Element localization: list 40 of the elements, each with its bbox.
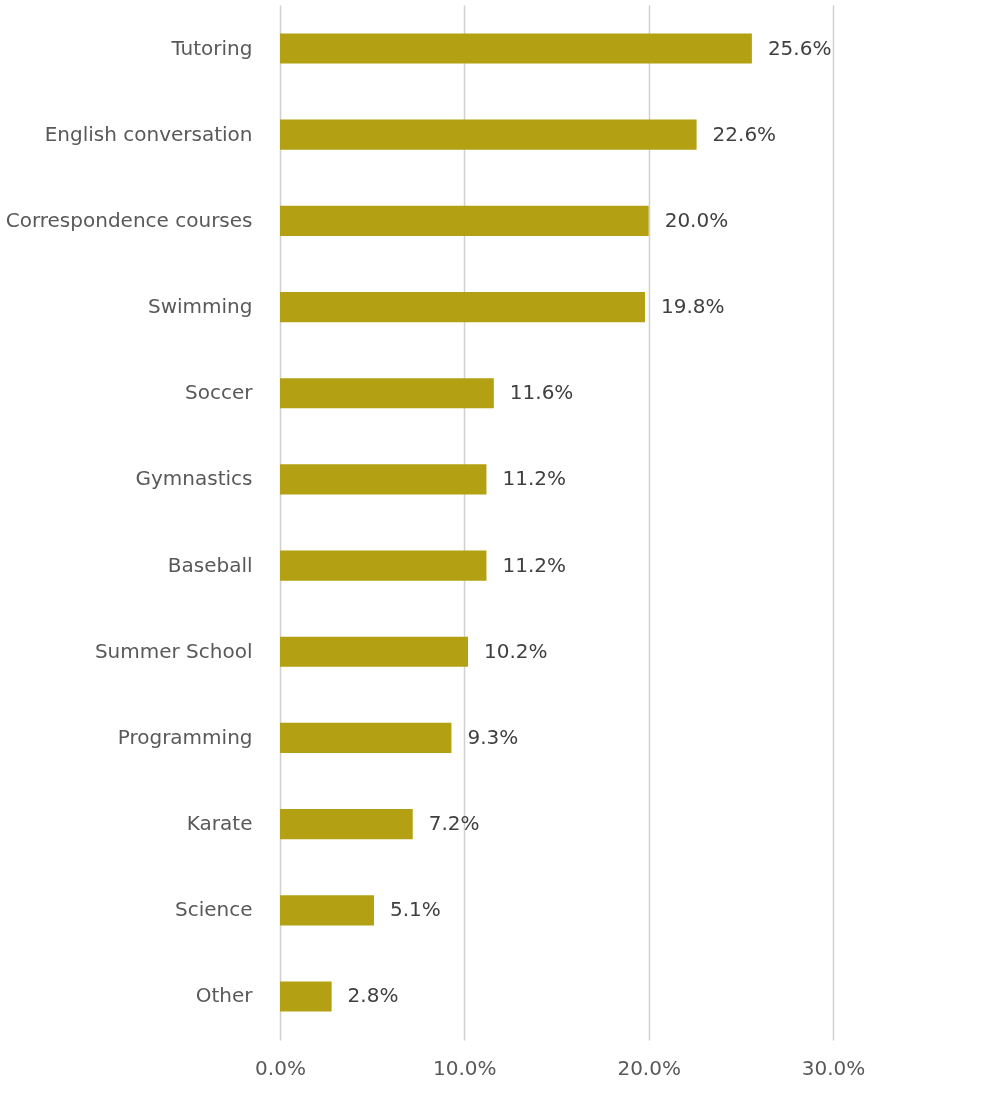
data-label: 19.8% bbox=[660, 294, 725, 319]
y-tick-label: English conversation bbox=[44, 121, 253, 146]
data-label: 9.3% bbox=[467, 724, 519, 749]
bar bbox=[280, 378, 494, 409]
bar bbox=[280, 464, 487, 495]
y-tick-label: Soccer bbox=[185, 380, 254, 405]
bar bbox=[280, 809, 413, 840]
bar bbox=[280, 981, 332, 1012]
bar bbox=[280, 119, 697, 150]
data-label: 11.2% bbox=[502, 552, 566, 577]
x-tick-label: 0.0% bbox=[255, 1055, 306, 1080]
bar bbox=[280, 636, 469, 667]
y-tick-label: Karate bbox=[186, 811, 253, 836]
y-tick-label: Swimming bbox=[147, 294, 253, 319]
data-label: 2.8% bbox=[347, 983, 399, 1008]
y-tick-label: Other bbox=[195, 983, 254, 1008]
data-label: 20.0% bbox=[664, 207, 729, 232]
x-tick-label: 20.0% bbox=[617, 1055, 681, 1080]
bar bbox=[280, 205, 649, 236]
bar bbox=[280, 722, 452, 754]
x-tick-label: 30.0% bbox=[801, 1055, 866, 1080]
y-tick-label: Baseball bbox=[167, 552, 253, 577]
bar bbox=[280, 33, 752, 64]
y-tick-label: Tutoring bbox=[170, 35, 253, 60]
data-label: 5.1% bbox=[390, 897, 441, 922]
y-tick-label: Science bbox=[174, 897, 253, 922]
y-tick-label: Summer School bbox=[94, 638, 253, 663]
y-tick-label: Gymnastics bbox=[135, 466, 253, 491]
y-tick-label: Correspondence courses bbox=[5, 207, 253, 232]
bar bbox=[280, 550, 487, 581]
data-label: 25.6% bbox=[767, 35, 832, 60]
data-label: 22.6% bbox=[712, 121, 777, 146]
y-tick-label: Programming bbox=[117, 724, 253, 749]
bar bbox=[280, 291, 645, 323]
x-tick-label: 10.0% bbox=[433, 1055, 497, 1080]
data-label: 10.2% bbox=[484, 638, 548, 663]
bar bbox=[280, 895, 375, 926]
data-label: 11.2% bbox=[502, 466, 566, 491]
data-label: 7.2% bbox=[428, 811, 480, 836]
data-label: 11.6% bbox=[509, 380, 574, 405]
